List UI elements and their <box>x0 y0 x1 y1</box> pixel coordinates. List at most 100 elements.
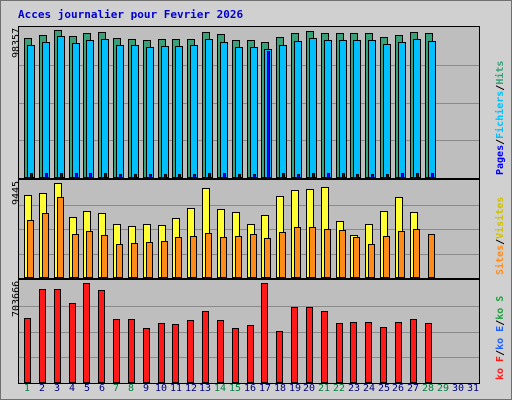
legend-files: Fichiers <box>495 90 506 139</box>
sites-bar-day-19 <box>294 227 301 278</box>
files-bar-day-23 <box>353 40 361 178</box>
files-bar-day-26 <box>398 42 406 178</box>
pages-bar-day-8 <box>134 174 137 178</box>
sites-bar-day-2 <box>42 213 49 278</box>
x-tick-day-22: 22 <box>332 383 346 394</box>
sites-bar-day-16 <box>250 234 257 278</box>
files-bar-day-21 <box>324 40 332 178</box>
kbytes-bar-day-1 <box>24 318 31 383</box>
files-bar-day-18 <box>279 45 287 178</box>
sites-bar-day-18 <box>279 232 286 278</box>
sites-bar-day-5 <box>86 231 93 278</box>
pages-bar-day-22 <box>342 173 345 178</box>
sites-bar-day-7 <box>116 244 123 278</box>
x-tick-day-20: 20 <box>302 383 316 394</box>
files-bar-day-25 <box>383 44 391 178</box>
x-tick-day-15: 15 <box>228 383 242 394</box>
x-axis-day-labels: 1 2 3 4 5 6 7 8 9 10 11 12 13 14 15 16 17 18 19 20 21 22 23 24 2… <box>18 383 480 397</box>
sites-bar-day-22 <box>339 230 346 278</box>
pages-bar-day-16 <box>253 174 256 178</box>
pages-bar-day-5 <box>89 173 92 178</box>
kbytes-bar-day-19 <box>291 307 298 383</box>
pages-bar-day-17 <box>267 51 270 178</box>
files-bar-day-24 <box>368 40 376 178</box>
files-bar-day-19 <box>294 41 302 178</box>
pages-bar-day-1 <box>30 173 33 178</box>
kbytes-bar-day-27 <box>410 319 417 383</box>
sites-bar-day-23 <box>353 237 360 278</box>
legend-kbytes-out: ko S <box>495 295 506 320</box>
kbytes-bar-day-21 <box>321 311 328 383</box>
hits-files-pages-panel <box>18 26 480 179</box>
sites-bar-day-24 <box>368 244 375 278</box>
x-tick-day-1: 1 <box>23 383 31 394</box>
x-tick-day-19: 19 <box>288 383 302 394</box>
files-bar-day-3 <box>57 36 65 178</box>
files-bar-day-4 <box>72 43 80 178</box>
sites-bar-day-12 <box>190 236 197 278</box>
legend-visits: Visites <box>495 196 506 239</box>
x-tick-day-3: 3 <box>53 383 61 394</box>
x-tick-day-6: 6 <box>98 383 106 394</box>
pages-bar-day-20 <box>312 173 315 178</box>
kbytes-bar-day-10 <box>158 323 165 383</box>
kbytes-bar-day-25 <box>380 327 387 383</box>
x-tick-day-10: 10 <box>154 383 168 394</box>
x-tick-day-12: 12 <box>184 383 198 394</box>
kbytes-bar-day-26 <box>395 322 402 383</box>
files-bar-day-5 <box>86 40 94 178</box>
kbytes-bar-day-8 <box>128 319 135 383</box>
x-tick-day-28: 28 <box>421 383 435 394</box>
kbytes-panel <box>18 279 480 384</box>
pages-bar-day-13 <box>208 173 211 178</box>
pages-bar-day-3 <box>60 173 63 178</box>
x-tick-day-24: 24 <box>362 383 376 394</box>
legend-kbytes-in: ko E <box>495 325 506 350</box>
files-bar-day-7 <box>116 45 124 178</box>
files-bar-day-8 <box>131 45 139 178</box>
kbytes-bar-day-20 <box>306 307 313 383</box>
kbytes-bar-day-12 <box>187 320 194 383</box>
pages-bar-day-4 <box>75 173 78 178</box>
x-tick-day-26: 26 <box>391 383 405 394</box>
files-bar-day-10 <box>161 46 169 178</box>
legend-hits: Hits <box>495 60 506 85</box>
files-bar-day-11 <box>175 46 183 178</box>
kbytes-bar-day-15 <box>232 328 239 383</box>
files-bar-day-1 <box>27 45 35 178</box>
kbytes-bar-day-6 <box>98 290 105 383</box>
kbytes-bar-day-24 <box>365 322 372 383</box>
sites-bar-day-20 <box>309 227 316 278</box>
files-bar-day-27 <box>413 39 421 178</box>
kbytes-bar-day-2 <box>39 289 46 383</box>
sites-bar-day-10 <box>161 241 168 278</box>
kbytes-bar-day-5 <box>83 283 90 383</box>
visits-sites-panel <box>18 179 480 279</box>
kbytes-bar-day-13 <box>202 311 209 383</box>
sites-bar-day-26 <box>398 231 405 278</box>
x-tick-day-11: 11 <box>169 383 183 394</box>
x-tick-day-30: 30 <box>451 383 465 394</box>
pages-bar-day-14 <box>223 173 226 178</box>
pages-bar-day-9 <box>149 174 152 178</box>
pages-bar-day-28 <box>431 173 434 178</box>
x-tick-day-23: 23 <box>347 383 361 394</box>
x-tick-day-5: 5 <box>83 383 91 394</box>
kbytes-bar-day-22 <box>336 323 343 383</box>
pages-bar-day-7 <box>119 174 122 178</box>
pages-bar-day-2 <box>45 173 48 178</box>
pages-bar-day-21 <box>327 173 330 178</box>
x-tick-day-13: 13 <box>198 383 212 394</box>
x-tick-day-14: 14 <box>213 383 227 394</box>
x-tick-day-8: 8 <box>127 383 135 394</box>
x-tick-day-7: 7 <box>112 383 120 394</box>
x-tick-day-31: 31 <box>466 383 480 394</box>
gridline <box>19 205 479 206</box>
sites-bar-day-21 <box>324 229 331 278</box>
sites-bar-day-11 <box>175 237 182 278</box>
pages-bar-day-15 <box>238 174 241 178</box>
sites-bar-day-25 <box>383 236 390 278</box>
pages-bar-day-6 <box>104 173 107 178</box>
chart-title: Acces journalier pour Fevrier 2026 <box>18 8 244 21</box>
kbytes-bar-day-18 <box>276 331 283 383</box>
